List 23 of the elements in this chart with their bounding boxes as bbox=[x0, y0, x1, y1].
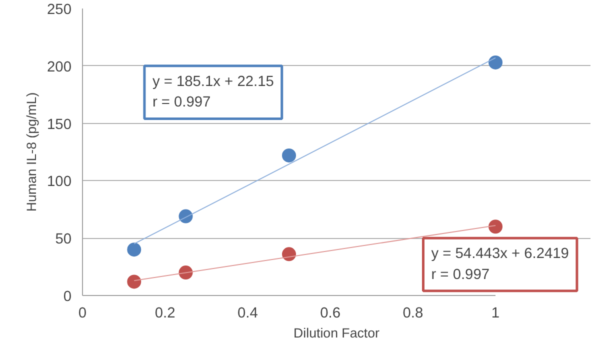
point bbox=[127, 242, 142, 257]
x-tick-label: 0.8 bbox=[402, 306, 424, 322]
y-tick-label: 100 bbox=[47, 174, 72, 190]
point bbox=[178, 266, 193, 280]
point bbox=[282, 148, 296, 162]
x-axis-title: Dilution Factor bbox=[294, 326, 380, 340]
y-axis-title: Human IL-8 (pg/mL) bbox=[24, 92, 40, 212]
annotation: y = 54.443x + 6.2419 r = 0.997 bbox=[431, 246, 569, 283]
point bbox=[127, 274, 142, 289]
x-tick-label: 0.2 bbox=[154, 306, 176, 322]
x-tick-label: 0.6 bbox=[320, 306, 340, 322]
y-tick-label: 50 bbox=[55, 232, 72, 248]
x-tick-label: 1 bbox=[491, 306, 500, 322]
y-tick-label: 250 bbox=[47, 2, 72, 18]
annotation: y = 185.1x + 22.15 r = 0.997 bbox=[152, 74, 274, 111]
point bbox=[282, 247, 296, 262]
point bbox=[488, 55, 503, 70]
y-tick-label: 150 bbox=[47, 116, 72, 133]
point bbox=[488, 220, 503, 234]
x-tick-label: 0 bbox=[78, 306, 87, 322]
x-tick-label: 0.4 bbox=[238, 306, 258, 322]
y-tick-label: 0 bbox=[63, 289, 72, 305]
y-tick-label: 200 bbox=[47, 59, 72, 76]
